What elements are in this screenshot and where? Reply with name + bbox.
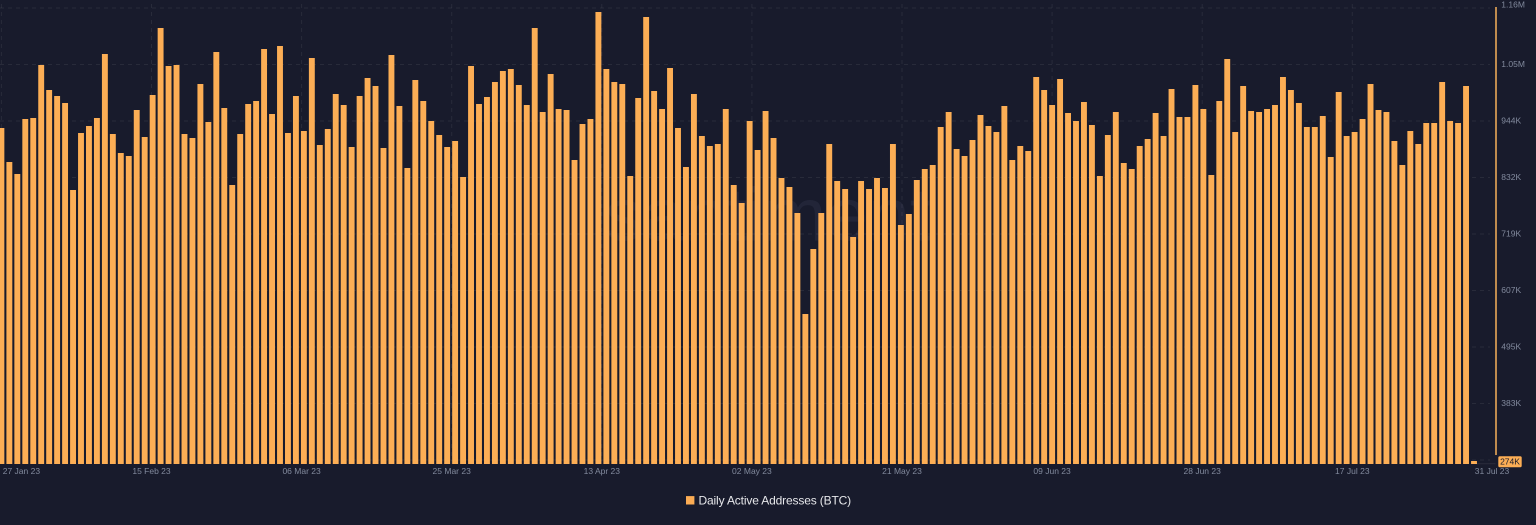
svg-text:832K: 832K (1501, 172, 1521, 182)
svg-text:21 May 23: 21 May 23 (882, 466, 922, 476)
svg-text:719K: 719K (1501, 229, 1521, 239)
svg-text:31 Jul 23: 31 Jul 23 (1475, 466, 1510, 476)
svg-text:02 May 23: 02 May 23 (732, 466, 772, 476)
svg-text:25 Mar 23: 25 Mar 23 (433, 466, 472, 476)
svg-text:28 Jun 23: 28 Jun 23 (1184, 466, 1222, 476)
svg-text:944K: 944K (1501, 116, 1521, 126)
svg-text:1.05M: 1.05M (1501, 59, 1525, 69)
svg-text:09 Jun 23: 09 Jun 23 (1033, 466, 1071, 476)
svg-text:17 Jul 23: 17 Jul 23 (1335, 466, 1370, 476)
svg-text:607K: 607K (1501, 285, 1521, 295)
svg-text:15 Feb 23: 15 Feb 23 (132, 466, 171, 476)
svg-text:274K: 274K (1500, 457, 1520, 467)
svg-text:1.16M: 1.16M (1501, 0, 1525, 10)
svg-text:495K: 495K (1501, 342, 1521, 352)
svg-text:Daily Active Addresses (BTC): Daily Active Addresses (BTC) (699, 494, 852, 508)
svg-text:27 Jan 23: 27 Jan 23 (3, 466, 41, 476)
svg-text:06 Mar 23: 06 Mar 23 (282, 466, 321, 476)
svg-text:383K: 383K (1501, 398, 1521, 408)
svg-text:13 Apr 23: 13 Apr 23 (584, 466, 621, 476)
